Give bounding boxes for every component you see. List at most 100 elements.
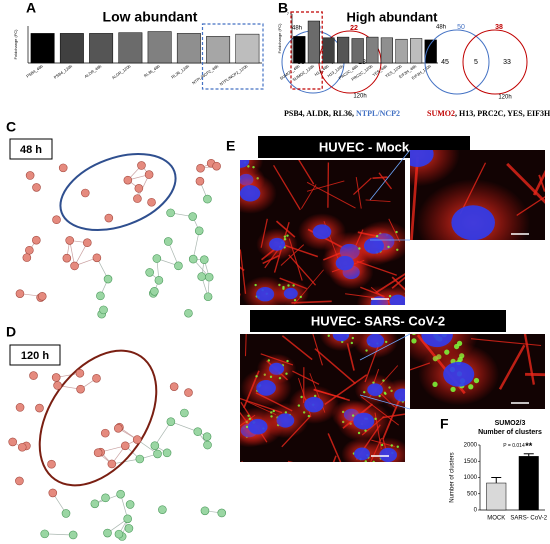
puncta	[300, 395, 303, 399]
puncta	[254, 283, 257, 287]
y-axis-label: Number of clusters	[450, 452, 456, 502]
nucleus	[256, 286, 275, 302]
puncta	[372, 460, 375, 462]
node	[145, 268, 154, 277]
bar	[395, 38, 408, 64]
bar	[293, 36, 306, 64]
puncta	[282, 285, 285, 289]
y-axis-label: Foldchange (FC)	[13, 29, 18, 60]
nucleus	[332, 334, 350, 342]
puncta	[351, 414, 355, 417]
node	[137, 161, 146, 170]
puncta	[327, 334, 330, 337]
node	[116, 489, 125, 499]
node	[203, 194, 212, 204]
set-count: 50	[457, 24, 465, 31]
node	[135, 454, 145, 464]
cell	[319, 334, 363, 352]
puncta	[283, 238, 287, 241]
set-count: 22	[350, 25, 358, 32]
edge	[44, 533, 74, 536]
fiber	[312, 334, 323, 366]
node	[17, 442, 27, 452]
edge	[69, 240, 75, 266]
image-title: HUVEC - Mock	[319, 139, 410, 154]
set-name: 120h	[498, 95, 511, 101]
panel-label: C	[6, 119, 16, 135]
puncta	[364, 460, 367, 462]
puncta	[388, 294, 392, 298]
fiber	[523, 334, 536, 385]
nucleus	[367, 383, 383, 396]
set-count: 38	[495, 24, 503, 31]
node	[150, 441, 160, 450]
node	[123, 175, 133, 185]
nucleus	[269, 237, 286, 251]
puncta	[382, 379, 385, 382]
micrographs	[240, 149, 545, 462]
node	[35, 403, 44, 413]
puncta	[270, 415, 273, 418]
puncta	[286, 234, 289, 237]
puncta	[284, 411, 288, 414]
nucleus	[451, 205, 495, 240]
node	[133, 194, 142, 203]
bar	[206, 36, 231, 64]
bar	[322, 37, 335, 64]
bar	[59, 33, 84, 64]
chart-title: Low abundant	[103, 9, 198, 25]
nucleus	[410, 150, 434, 167]
node	[61, 509, 71, 518]
node	[76, 384, 85, 394]
node	[99, 305, 108, 315]
fiber	[365, 199, 391, 203]
puncta	[255, 375, 258, 378]
nucleus	[240, 160, 250, 168]
fiber	[306, 180, 345, 192]
puncta	[313, 394, 317, 398]
y-tick-label: 7	[287, 11, 290, 16]
node	[154, 275, 164, 285]
node	[15, 289, 25, 298]
fiber	[506, 162, 545, 204]
label-box	[9, 138, 53, 160]
network-label: 48 h	[20, 144, 42, 156]
puncta	[358, 247, 361, 250]
network-label: 120 h	[21, 350, 49, 362]
y-axis-label: Foldchange (FC)	[277, 23, 282, 54]
node	[124, 524, 134, 533]
node	[158, 505, 167, 514]
puncta	[473, 377, 480, 384]
cells	[240, 160, 405, 305]
bar	[518, 456, 539, 511]
node	[107, 459, 117, 469]
fiber	[314, 348, 357, 385]
region-count: 45	[441, 59, 449, 66]
node	[184, 308, 193, 318]
node	[62, 253, 72, 263]
node	[162, 448, 172, 458]
node	[147, 197, 156, 207]
panel-label: B	[278, 0, 288, 16]
node	[163, 237, 173, 246]
puncta	[390, 444, 393, 447]
puncta	[444, 349, 450, 355]
title-bar	[250, 310, 506, 332]
node	[169, 382, 179, 391]
node	[32, 183, 41, 192]
fiber	[292, 370, 320, 385]
node	[92, 374, 101, 383]
node	[15, 403, 25, 412]
puncta	[404, 292, 405, 295]
edge	[74, 242, 88, 267]
node	[25, 171, 35, 180]
node	[195, 176, 205, 186]
nucleus	[354, 447, 370, 461]
puncta	[396, 445, 399, 448]
bar	[30, 33, 55, 64]
node	[197, 272, 206, 281]
node	[93, 448, 103, 458]
zoom-line	[369, 149, 411, 201]
puncta	[240, 167, 241, 169]
